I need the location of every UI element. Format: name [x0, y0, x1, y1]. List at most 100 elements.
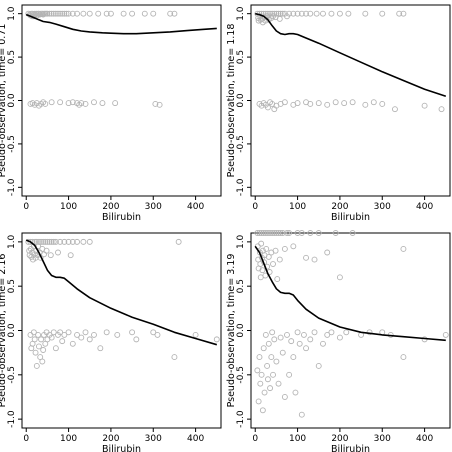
data-point — [307, 10, 314, 17]
data-point — [273, 358, 280, 365]
y-tick-label: 0.0 — [7, 323, 17, 338]
data-point — [311, 329, 318, 336]
data-point — [39, 358, 46, 365]
data-point — [292, 389, 299, 396]
data-point — [213, 336, 220, 343]
data-point — [263, 246, 270, 252]
data-point — [281, 99, 288, 106]
data-point — [262, 331, 269, 338]
y-tick-label: 0.5 — [236, 279, 246, 293]
data-point — [270, 261, 276, 267]
data-point — [33, 363, 40, 369]
chart-panel-3: 0 100 200 300 400 -1.0 -0.5 0.0 0.5 1.0 Bilirubin P… — [0, 232, 222, 452]
data-point — [315, 100, 322, 107]
data-point — [141, 10, 148, 17]
data-point — [59, 10, 66, 17]
data-point — [315, 230, 322, 236]
chart-panel-1: 0 100 200 300 400 -1.0 -0.5 0.0 0.5 1.0 Bilirubin P… — [0, 4, 222, 223]
data-point — [320, 340, 326, 347]
data-point — [36, 11, 43, 18]
data-point — [55, 10, 61, 17]
x-axis-title: Bilirubin — [102, 212, 141, 223]
x-tick-label: 200 — [102, 434, 119, 444]
data-point — [275, 380, 282, 387]
data-point — [74, 331, 80, 338]
y-tick-label: -1.0 — [7, 410, 17, 428]
data-point — [442, 331, 449, 338]
data-point — [129, 329, 136, 336]
data-point — [69, 340, 76, 347]
data-point — [57, 238, 64, 245]
data-point — [154, 331, 161, 338]
data-point — [267, 385, 274, 392]
data-point — [133, 336, 140, 343]
data-point — [80, 238, 87, 245]
data-point — [26, 247, 33, 254]
data-point — [69, 10, 76, 17]
data-point — [265, 340, 272, 347]
data-point — [152, 101, 159, 107]
data-point — [42, 101, 49, 107]
data-point — [303, 345, 309, 352]
y-tick-label: 0.5 — [7, 50, 17, 64]
data-point — [275, 230, 282, 236]
y-tick-label: 1.0 — [236, 234, 246, 249]
y-tick-label: -1.0 — [236, 178, 246, 196]
data-point — [294, 10, 301, 17]
data-point — [273, 230, 280, 236]
data-point — [46, 238, 53, 245]
data-point — [315, 363, 322, 369]
data-point — [396, 10, 403, 17]
data-point — [262, 230, 269, 236]
data-point — [400, 246, 407, 252]
data-point — [261, 14, 268, 21]
smooth-curve — [25, 13, 217, 35]
data-point — [336, 334, 343, 341]
x-tick-label: 400 — [416, 434, 433, 444]
x-tick-label: 0 — [23, 202, 29, 212]
data-point — [35, 238, 42, 245]
data-point — [30, 329, 37, 336]
x-tick-label: 100 — [60, 434, 77, 444]
data-point — [267, 230, 274, 236]
data-point — [61, 10, 68, 17]
data-point — [35, 343, 42, 350]
data-point — [258, 230, 265, 236]
data-point — [370, 99, 377, 106]
data-point — [276, 256, 283, 263]
data-point — [296, 340, 303, 347]
data-point — [65, 100, 72, 107]
data-point — [254, 230, 261, 236]
data-point — [32, 349, 39, 356]
data-point — [52, 345, 59, 352]
data-point — [171, 10, 178, 17]
data-point — [392, 106, 398, 113]
data-point — [271, 10, 278, 17]
y-tick-label: 0.0 — [236, 93, 246, 108]
smooth-curve — [25, 239, 218, 346]
data-point — [298, 411, 305, 418]
data-point — [255, 398, 262, 405]
y-tick-label: 1.0 — [7, 234, 17, 249]
data-point — [349, 230, 356, 236]
x-tick-label: 400 — [187, 434, 204, 444]
data-point — [362, 101, 369, 108]
data-point — [258, 240, 265, 247]
x-tick-label: 300 — [374, 202, 391, 212]
data-point — [279, 349, 286, 356]
y-tick-label: 0.0 — [7, 93, 17, 108]
data-point — [63, 10, 70, 17]
data-point — [103, 329, 110, 336]
data-point — [343, 329, 350, 336]
data-point — [69, 238, 76, 245]
data-point — [50, 10, 57, 17]
data-point — [284, 331, 290, 338]
data-point — [48, 10, 55, 17]
data-point — [307, 336, 314, 343]
x-axis-title: Bilirubin — [331, 212, 370, 223]
data-point — [43, 247, 50, 254]
x-tick-label: 400 — [187, 202, 204, 212]
data-point — [275, 10, 282, 17]
smooth-curve — [254, 245, 446, 342]
data-point — [264, 10, 271, 17]
